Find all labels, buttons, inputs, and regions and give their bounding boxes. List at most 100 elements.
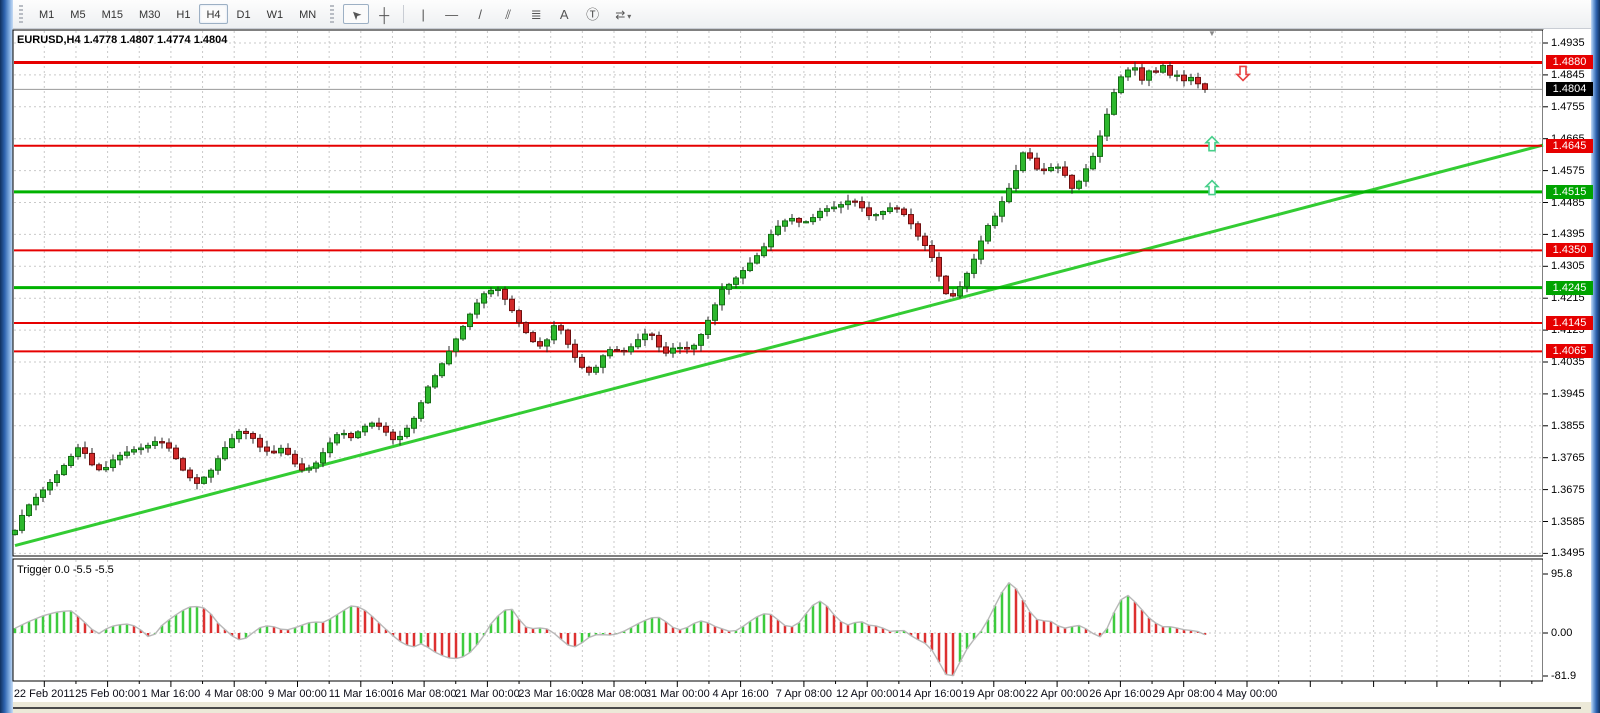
dropdown-caret-icon[interactable]: ▾: [627, 12, 632, 21]
date-axis-label: 4 Mar 08:00: [204, 688, 264, 700]
equidistant-channel-icon: ⫽: [505, 7, 512, 22]
tool-button-horizontal-line[interactable]: —: [438, 4, 465, 24]
symbol-ohlc-label: EURUSD,H4 1.4778 1.4807 1.4774 1.4804: [17, 34, 228, 46]
buy-arrow-icon[interactable]: [1204, 179, 1220, 196]
buy-arrow-icon[interactable]: [1204, 135, 1220, 152]
price-axis-label: 1.4035: [1551, 356, 1585, 368]
price-axis-label: 1.4215: [1551, 292, 1585, 305]
signal-arrows: [1204, 65, 1251, 196]
date-axis-bg: [13, 683, 1591, 702]
timeframe-button-W1[interactable]: W1: [260, 4, 291, 24]
window-right-border: [1591, 0, 1600, 713]
price-axis-label: 1.4935: [1551, 37, 1585, 49]
sell-arrow-icon[interactable]: [1235, 65, 1251, 82]
date-axis-label: 9 Mar 00:00: [268, 688, 327, 700]
toolbar-grip-2[interactable]: [330, 5, 335, 23]
date-axis-label: 4 Apr 16:00: [712, 688, 769, 700]
tool-button-fibonacci-retracement[interactable]: ≣: [523, 4, 549, 24]
indicator-scale-label: 95.8: [1551, 568, 1573, 580]
tool-button-text-label[interactable]: Ⓣ: [579, 4, 606, 24]
text-label-icon: Ⓣ: [586, 7, 600, 22]
date-axis-label: 19 Apr 08:00: [962, 688, 1025, 700]
date-axis-label: 21 Mar 00:00: [454, 688, 520, 700]
date-axis-label: 28 Mar 08:00: [581, 688, 647, 700]
tool-button-text[interactable]: A: [551, 4, 577, 24]
timeframe-button-M30[interactable]: M30: [132, 4, 167, 24]
window-left-border: [0, 0, 13, 713]
date-axis-label: 23 Mar 16:00: [518, 688, 584, 700]
timeframe-button-H4[interactable]: H4: [199, 4, 228, 24]
toolbar-grip[interactable]: [19, 5, 23, 23]
main-plot-area: [12, 29, 1544, 557]
timeframe-button-H1[interactable]: H1: [169, 4, 197, 24]
tool-button-arrow-tools[interactable]: ⇄ ▾: [608, 4, 638, 24]
level-price-badge: 1.4145: [1546, 316, 1593, 330]
price-axis-label: 1.4485: [1551, 196, 1585, 209]
date-axis-label: 26 Apr 16:00: [1089, 688, 1152, 700]
indicator-name-label: Trigger 0.0 -5.5 -5.5: [17, 564, 114, 576]
price-axis-label: 1.3675: [1551, 483, 1585, 496]
candlestick-series: [12, 61, 1208, 536]
date-axis-label: 29 Apr 08:00: [1152, 688, 1215, 700]
window-bottom-border: [13, 702, 1591, 713]
text-icon: A: [559, 7, 569, 22]
date-axis-label: 12 Apr 00:00: [835, 688, 899, 700]
horizontal-line-icon: —: [445, 7, 459, 22]
date-axis-label: 14 Apr 16:00: [899, 688, 962, 700]
level-price-badge: 1.4880: [1546, 55, 1593, 70]
level-price-badge: 1.4515: [1546, 184, 1593, 199]
tool-button-equidistant-channel[interactable]: ⫽: [495, 4, 521, 24]
price-axis-label: 1.4845: [1551, 68, 1585, 81]
timeframe-button-M5[interactable]: M5: [63, 4, 92, 24]
crosshair-icon: ┼: [379, 7, 390, 23]
trend-line-icon: /: [478, 7, 482, 22]
chart-shift-marker-icon[interactable]: ▼: [1208, 29, 1216, 38]
toolbar: M1 M5 M15 M30 H1 H4 D1 W1 MN ➤ ┼ | — / ⫽ ≣ A Ⓣ ⇄ ▾: [13, 0, 1591, 29]
price-axis-label: 1.3585: [1551, 515, 1585, 528]
indicator-scale-label: -81.9: [1551, 670, 1577, 682]
current-price-badge: 1.4804: [1546, 82, 1593, 97]
tool-button-cursor[interactable]: ➤: [343, 4, 370, 24]
date-axis-label: 16 Mar 08:00: [391, 688, 457, 700]
vertical-line-icon: |: [421, 7, 425, 22]
timeframe-button-M1[interactable]: M1: [32, 4, 61, 24]
timeframe-button-M15[interactable]: M15: [95, 4, 130, 24]
date-axis-label: 22 Apr 00:00: [1025, 688, 1089, 700]
timeframe-toolbar: M1 M5 M15 M30 H1 H4 D1 W1 MN: [31, 4, 324, 24]
date-axis-label: 4 May 00:00: [1216, 688, 1278, 700]
price-axis-label: 1.3765: [1551, 451, 1585, 464]
timeframe-button-MN[interactable]: MN: [292, 4, 323, 24]
trigger-histogram: [13, 581, 1207, 677]
arrow-tools-icon: ⇄: [615, 8, 626, 22]
price-axis-label: 1.4575: [1551, 164, 1585, 177]
grid: [14, 31, 1542, 680]
date-axis-label: 22 Feb 2011: [13, 688, 75, 700]
axis-ticks: [43, 42, 1548, 687]
level-price-badge: 1.4350: [1546, 243, 1593, 258]
price-axis-label: 1.4305: [1551, 260, 1585, 273]
price-axis-label: 1.3855: [1551, 419, 1585, 432]
dock-separator[interactable]: [13, 707, 1581, 709]
level-price-badge: 1.4645: [1546, 138, 1593, 153]
date-axis-label: 11 Mar 16:00: [328, 688, 393, 700]
timeframe-button-D1[interactable]: D1: [230, 4, 258, 24]
toolbar-separator: [403, 5, 405, 23]
price-axis-label: 1.4395: [1551, 228, 1585, 241]
date-axis-label: 31 Mar 00:00: [644, 688, 710, 700]
price-axis-label: 1.3945: [1551, 387, 1585, 400]
tool-button-crosshair[interactable]: ┼: [371, 4, 397, 24]
tool-button-vertical-line[interactable]: |: [410, 4, 436, 24]
fibonacci-retracement-icon: ≣: [530, 7, 542, 22]
tool-button-trend-line[interactable]: /: [467, 4, 493, 24]
trend-line[interactable]: [14, 143, 1544, 548]
price-axis-label: 1.3495: [1551, 547, 1585, 560]
date-axis-label: 7 Apr 08:00: [775, 688, 833, 700]
level-price-badge: 1.4245: [1546, 280, 1593, 295]
price-axis-label: 1.4755: [1551, 100, 1585, 113]
trigger-envelope: [14, 581, 1206, 677]
indicator-scale-label: 0.00: [1551, 627, 1573, 639]
drawing-toolbar: ➤ ┼ | — / ⫽ ≣ A Ⓣ ⇄ ▾: [342, 4, 639, 24]
cursor-icon: ➤: [347, 6, 365, 24]
